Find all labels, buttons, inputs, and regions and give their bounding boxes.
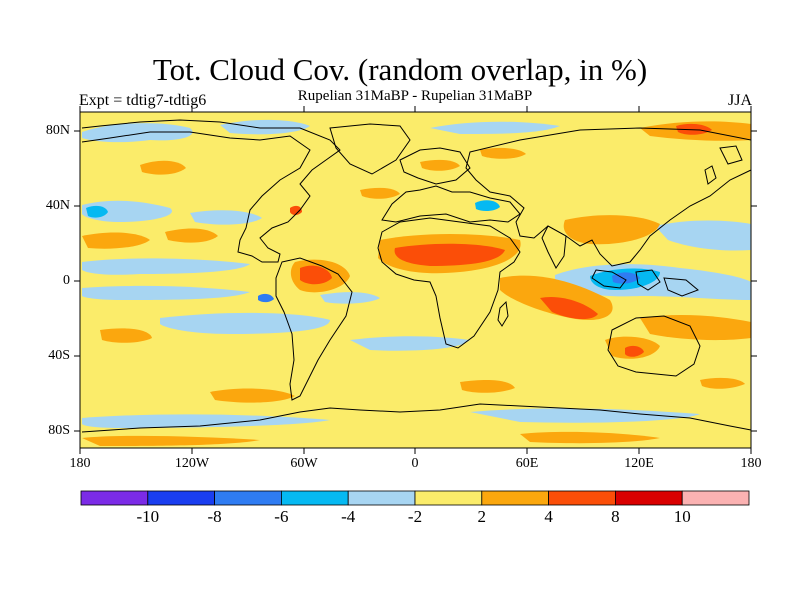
colorbar-swatch <box>147 490 216 506</box>
colorbar-label: 4 <box>544 507 553 526</box>
colorbar-swatch <box>214 490 282 506</box>
light-blue-patches <box>82 119 751 428</box>
coastlines <box>81 119 752 433</box>
colorbar-label: -4 <box>341 507 356 526</box>
lon-label-120w: 120W <box>174 456 210 471</box>
lat-label-80s: 80S <box>48 423 70 438</box>
colorbar-swatch <box>280 490 349 506</box>
colorbar-label: 10 <box>673 507 691 526</box>
colorbar-swatch <box>548 490 616 506</box>
lon-ticks <box>79 106 752 454</box>
colorbar-label: -2 <box>407 507 423 526</box>
colorbar-swatch <box>481 490 549 506</box>
lat-label-40s: 40S <box>48 348 70 363</box>
lon-label-60e: 60E <box>515 456 539 471</box>
lon-label-120e: 120E <box>624 456 654 471</box>
colorbar-swatch <box>615 490 683 506</box>
lat-label-40n: 40N <box>45 198 70 213</box>
colorbar-swatch <box>80 490 149 506</box>
lon-label-60w: 60W <box>290 456 318 471</box>
lon-label-180e: 180 <box>740 456 762 471</box>
colorbar-label: -8 <box>207 507 222 526</box>
colorbar-label: 2 <box>477 507 487 526</box>
map-subtitle: Rupelian 31MaBP - Rupelian 31MaBP <box>297 88 533 104</box>
season-label: JJA <box>727 92 752 109</box>
lat-ticks <box>74 130 757 432</box>
experiment-label: Expt = tdtig7-tdtig6 <box>79 92 207 109</box>
colorbar-label: -10 <box>136 507 160 526</box>
lon-label-0: 0 <box>411 456 419 471</box>
colorbar-swatch <box>414 490 483 506</box>
lon-label-180w: 180 <box>69 456 91 471</box>
lat-label-0: 0 <box>63 273 70 288</box>
colorbar-swatch <box>347 490 416 506</box>
map-title: Tot. Cloud Cov. (random overlap, in %) <box>152 52 648 87</box>
colorbar-swatch <box>681 490 750 506</box>
dark-blue-patches <box>258 272 640 303</box>
colorbar-label: 8 <box>611 507 620 526</box>
lat-label-80n: 80N <box>45 123 70 138</box>
colorbar-label: -6 <box>274 507 289 526</box>
colorbar <box>80 490 750 506</box>
red-orange-patches <box>290 123 712 357</box>
